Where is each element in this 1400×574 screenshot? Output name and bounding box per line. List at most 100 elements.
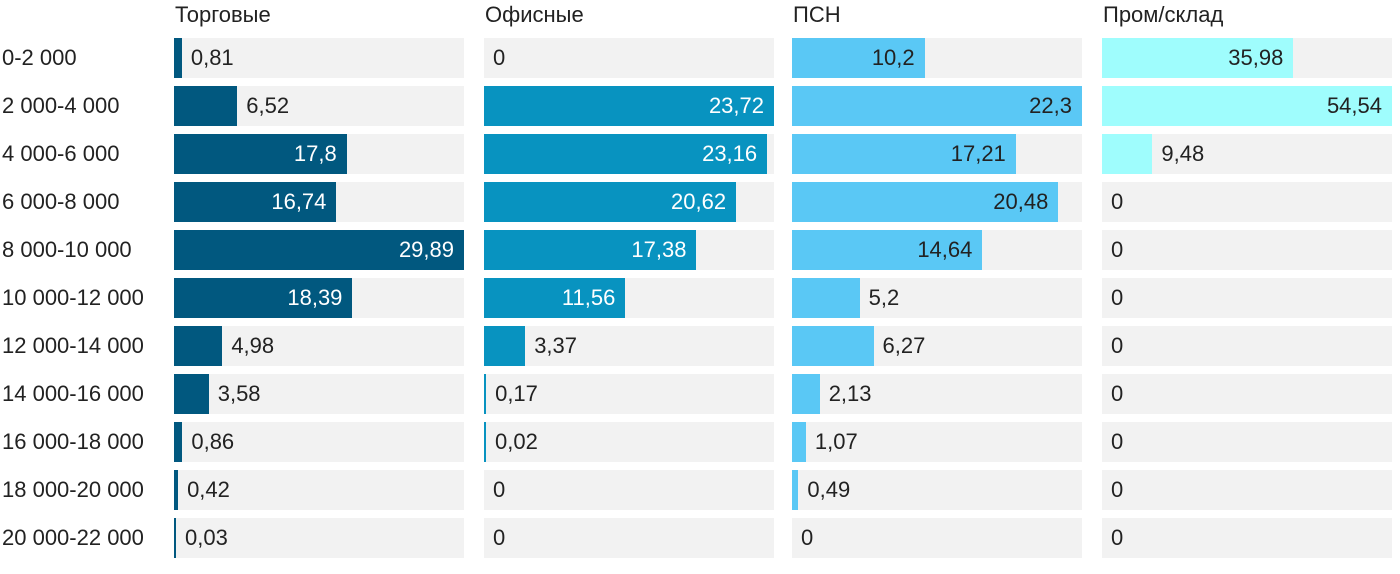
data-label: 2,13: [828, 381, 872, 406]
bar-track: 14,64: [792, 230, 1082, 270]
data-label: 5,2: [868, 285, 900, 310]
data-label: 0: [1111, 381, 1124, 406]
data-label: 6,27: [882, 333, 926, 358]
bar: [174, 470, 179, 510]
bar: [792, 422, 806, 462]
bar-track: 0: [1102, 278, 1392, 318]
bar: [792, 326, 874, 366]
data-label: 0: [801, 525, 814, 550]
bar: [792, 86, 1082, 126]
data-label: 35,98: [1228, 45, 1284, 70]
bar-track: 3,37: [484, 326, 774, 366]
bar: [484, 230, 697, 270]
bar-track: 6,27: [792, 326, 1082, 366]
data-label: 18,39: [287, 285, 343, 310]
bar: [792, 182, 1059, 222]
bar-track: 17,38: [484, 230, 774, 270]
bar-track: 0: [1102, 326, 1392, 366]
category-label: 10 000-12 000: [2, 285, 144, 310]
data-label: 0,81: [190, 45, 234, 70]
bar: [1102, 86, 1392, 126]
data-label: 0: [1111, 285, 1124, 310]
bar-track: 3,58: [174, 374, 464, 414]
bar: [174, 422, 183, 462]
data-label: 0: [493, 525, 506, 550]
category-label: 8 000-10 000: [2, 237, 132, 262]
bar: [792, 38, 925, 78]
data-label: 3,37: [534, 333, 578, 358]
data-label: 9,48: [1161, 141, 1205, 166]
data-label: 0,03: [185, 525, 228, 550]
data-label: 1,07: [814, 429, 858, 454]
data-label: 0: [493, 45, 506, 70]
bar: [484, 134, 768, 174]
data-label: 0,02: [495, 429, 538, 454]
bar-track: 0,86: [174, 422, 464, 462]
bar-track: 54,54: [1102, 86, 1392, 126]
bar-track: 29,89: [174, 230, 464, 270]
bar-track: 2,13: [792, 374, 1082, 414]
bar-track: 0,17: [484, 374, 774, 414]
data-label: 11,56: [561, 285, 616, 310]
bar-track: 0,03: [174, 518, 464, 558]
category-label: 0-2 000: [2, 45, 77, 70]
bar-track: 20,62: [484, 182, 774, 222]
data-label: 0,49: [807, 477, 851, 502]
bar-track: 6,52: [174, 86, 464, 126]
data-label: 10,2: [871, 45, 915, 70]
data-label: 0: [1111, 237, 1124, 262]
data-label: 23,72: [708, 93, 764, 118]
bar-track: 5,2: [792, 278, 1082, 318]
bar-track: 0,81: [174, 38, 464, 78]
bar-track: 1,07: [792, 422, 1082, 462]
category-label: 16 000-18 000: [2, 429, 144, 454]
bar-track: 0: [484, 518, 774, 558]
data-label: 14,64: [917, 237, 973, 262]
bar-track: 11,56: [484, 278, 774, 318]
bar: [484, 182, 737, 222]
bar-track: 17,21: [792, 134, 1082, 174]
bar: [174, 134, 347, 174]
bar-track: 0: [1102, 182, 1392, 222]
data-label: 4,98: [231, 333, 275, 358]
bar-track: 0: [484, 38, 774, 78]
bar-track: 0: [484, 470, 774, 510]
data-label: 17,8: [293, 141, 337, 166]
data-label: 20,62: [671, 189, 727, 214]
category-label: 2 000-4 000: [2, 93, 120, 118]
series-title: Пром/склад: [1103, 2, 1224, 27]
bar-track: 0: [1102, 230, 1392, 270]
bar-track: 23,72: [484, 86, 774, 126]
data-label: 0: [1111, 525, 1124, 550]
bar: [1102, 38, 1294, 78]
bar-track: 0: [1102, 518, 1392, 558]
bar: [174, 182, 337, 222]
bar: [174, 326, 223, 366]
data-label: 20,48: [993, 189, 1049, 214]
category-label: 18 000-20 000: [2, 477, 144, 502]
bar-track: 0: [792, 518, 1082, 558]
data-label: 3,58: [217, 381, 261, 406]
data-label: 0: [1111, 477, 1124, 502]
data-label: 0,17: [495, 381, 538, 406]
bar-track: 0,42: [174, 470, 464, 510]
bar-track: 0,49: [792, 470, 1082, 510]
bar-track: 23,16: [484, 134, 774, 174]
data-label: 0: [1111, 333, 1124, 358]
category-label: 6 000-8 000: [2, 189, 120, 214]
bar: [484, 374, 487, 414]
bar: [174, 374, 209, 414]
bar: [484, 422, 486, 462]
series-title: Торговые: [175, 2, 271, 27]
category-label: 14 000-16 000: [2, 381, 144, 406]
data-label: 23,16: [702, 141, 758, 166]
data-label: 0: [493, 477, 506, 502]
bar-track: 10,2: [792, 38, 1082, 78]
bar-track: 18,39: [174, 278, 464, 318]
category-label: 20 000-22 000: [2, 525, 144, 550]
bar: [792, 278, 860, 318]
data-label: 17,38: [631, 237, 687, 262]
bar: [792, 230, 983, 270]
bar-track: 0,02: [484, 422, 774, 462]
